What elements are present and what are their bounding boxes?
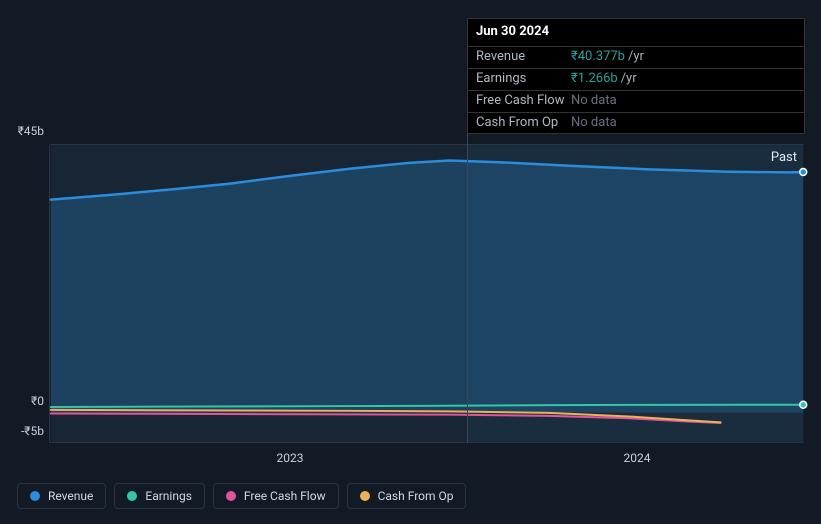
x-axis-label: 2023 (277, 451, 304, 465)
chart-container: Jun 30 2024 Revenue₹40.377b/yrEarnings₹1… (0, 0, 821, 524)
hover-tooltip: Jun 30 2024 Revenue₹40.377b/yrEarnings₹1… (467, 18, 805, 134)
tooltip-metric-value: ₹40.377b (571, 49, 625, 64)
tooltip-date: Jun 30 2024 (468, 19, 804, 47)
tooltip-metric-value: No data (571, 93, 617, 108)
tooltip-metric-unit: /yr (628, 49, 644, 64)
legend-swatch (127, 491, 137, 501)
legend-item[interactable]: Revenue (17, 483, 106, 509)
legend-label: Revenue (48, 489, 93, 503)
tooltip-row: Earnings₹1.266b/yr (468, 69, 804, 91)
tooltip-row: Cash From OpNo data (468, 113, 804, 134)
legend-label: Cash From Op (378, 489, 454, 503)
legend-item[interactable]: Cash From Op (347, 483, 467, 509)
tooltip-row: Free Cash FlowNo data (468, 91, 804, 113)
legend-item[interactable]: Free Cash Flow (213, 483, 339, 509)
legend-swatch (30, 491, 40, 501)
legend-item[interactable]: Earnings (114, 483, 205, 509)
legend: Revenue Earnings Free Cash Flow Cash From O… (17, 483, 466, 509)
tooltip-metric-value: No data (571, 115, 617, 130)
y-axis-label: ₹0 (31, 394, 44, 408)
legend-swatch (360, 491, 370, 501)
tooltip-metric-label: Revenue (476, 49, 571, 66)
tooltip-metric-unit: /yr (621, 71, 637, 86)
tooltip-metric-label: Earnings (476, 71, 571, 88)
tooltip-metric-label: Cash From Op (476, 115, 571, 132)
tooltip-metric-value: ₹1.266b (571, 71, 618, 86)
legend-label: Free Cash Flow (244, 489, 326, 503)
plot-area[interactable] (49, 145, 804, 443)
past-label: Past (771, 150, 797, 165)
legend-label: Earnings (145, 489, 192, 503)
y-axis-label: ₹45b (18, 124, 44, 138)
x-axis-label: 2024 (624, 451, 651, 465)
tooltip-rows: Revenue₹40.377b/yrEarnings₹1.266b/yrFree… (468, 47, 804, 134)
legend-swatch (226, 491, 236, 501)
y-axis-label: -₹5b (21, 424, 44, 438)
tooltip-row: Revenue₹40.377b/yr (468, 47, 804, 69)
tooltip-metric-label: Free Cash Flow (476, 93, 571, 110)
chart-svg (50, 145, 804, 442)
